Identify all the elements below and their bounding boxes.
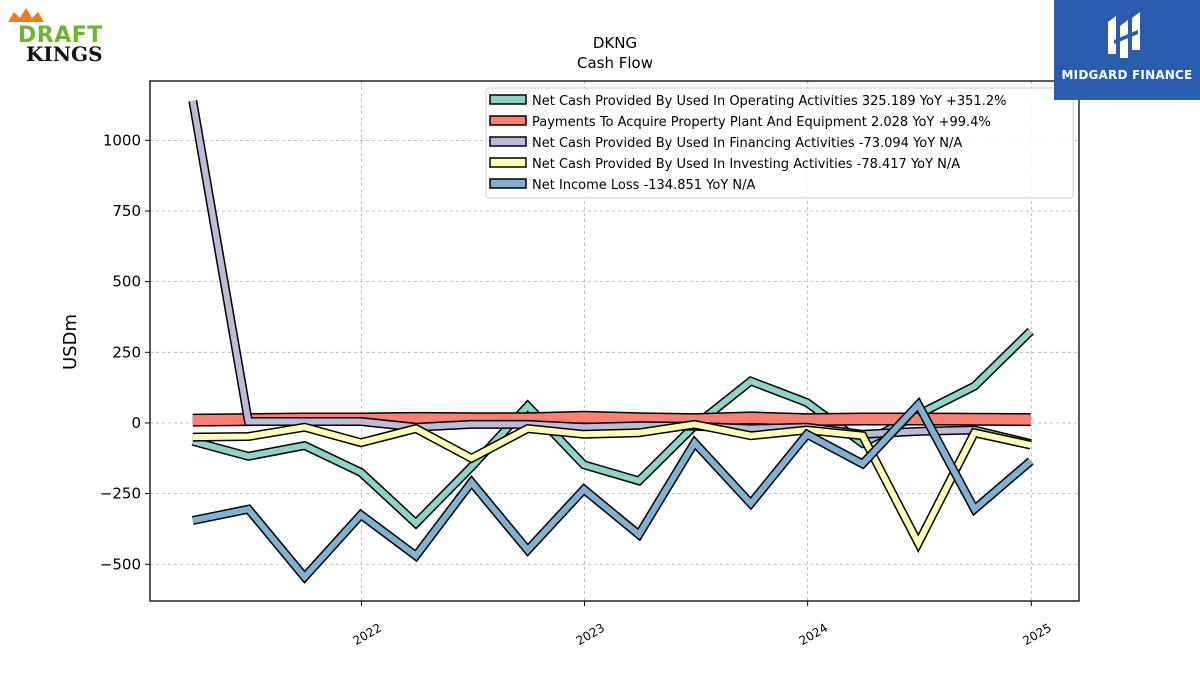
logo-text-draft: DRAFT	[18, 23, 103, 48]
x-tick-label: 2023	[574, 621, 607, 648]
y-axis: −500 −250 0 250 500 750 1000	[100, 131, 150, 573]
legend-label-0: Net Cash Provided By Used In Operating A…	[532, 94, 1006, 109]
legend-swatch-4	[489, 178, 527, 189]
legend-box	[485, 87, 1074, 199]
y-tick-label: −250	[100, 485, 141, 503]
y-tick-label: 250	[112, 343, 141, 361]
plot-frame	[149, 80, 1080, 602]
legend-label-3: Net Cash Provided By Used In Investing A…	[532, 157, 960, 172]
logo-text-kings: KINGS	[26, 42, 103, 64]
y-tick-label: 0	[131, 414, 141, 432]
chart-title: DKNG	[593, 34, 637, 52]
x-axis: 2022 2023 2024 2025	[351, 601, 1054, 648]
legend-label-4: Net Income Loss -134.851 YoY N/A	[532, 178, 755, 193]
y-tick-label: 500	[112, 273, 141, 291]
series-outline-3	[192, 419, 1032, 553]
legend-swatch-1	[489, 115, 527, 126]
x-tick-label: 2024	[797, 621, 830, 648]
series-line-3	[192, 421, 1032, 550]
legend: Net Cash Provided By Used In Operating A…	[485, 87, 1074, 199]
midgard-finance-text: MIDGARD FINANCE	[1061, 68, 1193, 82]
legend-swatch-2	[489, 136, 527, 147]
draftkings-logo: DRAFT KINGS	[8, 8, 103, 64]
legend-swatch-0	[489, 94, 527, 105]
x-tick-label: 2022	[351, 621, 384, 648]
y-tick-label: 1000	[103, 131, 141, 149]
legend-label-2: Net Cash Provided By Used In Financing A…	[532, 136, 962, 151]
midgard-finance-logo: MIDGARD FINANCE	[1054, 0, 1200, 100]
crown-icon	[8, 8, 44, 22]
x-tick-label: 2025	[1020, 621, 1053, 648]
series-line-4	[192, 399, 1033, 582]
y-axis-label: USDm	[60, 314, 81, 370]
y-tick-label: −500	[100, 555, 141, 573]
plot-area	[188, 100, 1034, 584]
midgard-logo-icon	[1108, 12, 1140, 58]
y-tick-label: 750	[112, 202, 141, 220]
legend-label-1: Payments To Acquire Property Plant And E…	[532, 115, 991, 130]
legend-swatch-3	[489, 157, 527, 168]
chart-subtitle: Cash Flow	[577, 54, 653, 72]
